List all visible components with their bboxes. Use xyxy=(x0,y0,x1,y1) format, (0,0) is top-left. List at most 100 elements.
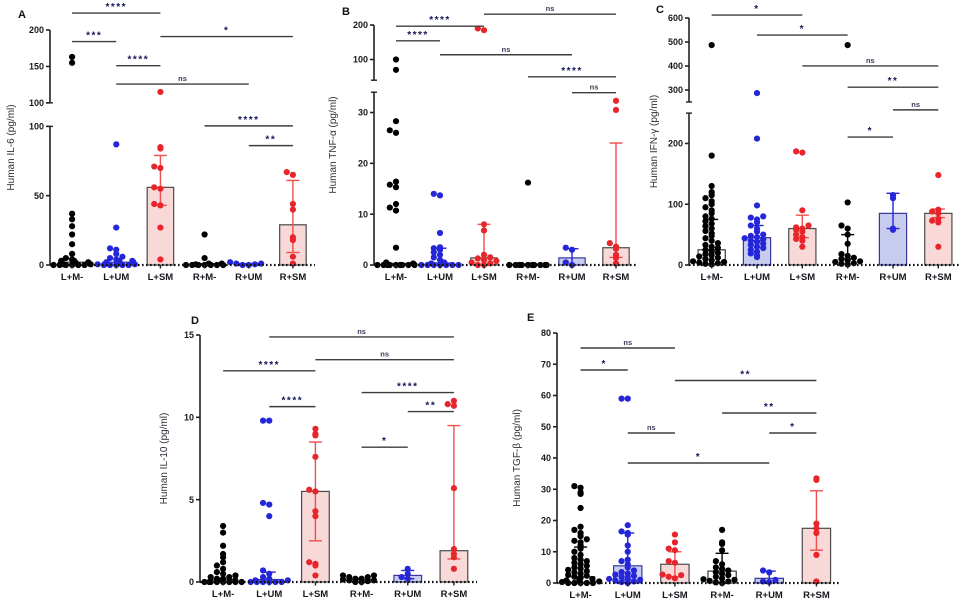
points-A-R+M- xyxy=(182,231,227,269)
sig-label: ** xyxy=(888,76,899,87)
points-B-R+SM xyxy=(606,97,620,267)
x-label-A-L+UM: L+UM xyxy=(103,272,129,283)
points-E-L+SM xyxy=(659,531,685,582)
svg-text:150: 150 xyxy=(29,62,44,72)
points-C-R+M- xyxy=(832,42,864,268)
sig-label: * xyxy=(754,4,759,15)
svg-text:50: 50 xyxy=(34,191,44,201)
x-label-C-R+UM: R+UM xyxy=(879,272,906,283)
svg-text:600: 600 xyxy=(668,13,683,23)
sig-bracket-D-1: ns xyxy=(315,350,454,361)
sig-label: * xyxy=(800,24,805,35)
sig-bracket-B-0: ns xyxy=(484,4,616,15)
x-label-A-L+SM: L+SM xyxy=(148,272,174,283)
sig-bracket-A-3: **** xyxy=(116,55,161,67)
svg-text:100: 100 xyxy=(29,122,44,132)
points-A-R+SM xyxy=(283,169,297,267)
points-B-R+UM xyxy=(562,244,576,269)
sig-label: ** xyxy=(740,370,751,381)
x-label-D-L+M-: L+M- xyxy=(212,589,234,600)
svg-text:30: 30 xyxy=(358,108,368,118)
sig-label: **** xyxy=(105,2,127,13)
svg-text:300: 300 xyxy=(668,85,683,95)
sig-bracket-E-3: ** xyxy=(722,402,817,414)
sig-bracket-A-2: *** xyxy=(72,31,117,43)
sig-bracket-E-0: ns xyxy=(580,338,675,349)
points-E-R+SM xyxy=(813,475,820,585)
x-label-B-L+M-: L+M- xyxy=(385,272,407,283)
sig-label: * xyxy=(224,26,229,37)
x-label-D-L+SM: L+SM xyxy=(303,589,329,600)
svg-text:50: 50 xyxy=(541,422,551,432)
x-label-E-L+UM: L+UM xyxy=(615,590,641,601)
sig-label: ns xyxy=(380,350,389,359)
svg-text:0: 0 xyxy=(546,578,551,588)
points-E-L+M- xyxy=(558,483,603,587)
x-label-E-R+SM: R+SM xyxy=(803,590,830,601)
y-axis-title-D: Human IL-10 (pg/ml) xyxy=(159,413,170,505)
sig-bracket-A-4: ns xyxy=(116,74,249,85)
svg-text:100: 100 xyxy=(29,98,44,108)
points-D-L+SM xyxy=(306,425,319,579)
sig-label: **** xyxy=(407,30,429,41)
sig-bracket-C-0: * xyxy=(711,4,803,16)
y-axis-D: 0 5 10 15 xyxy=(184,330,201,587)
points-E-L+UM xyxy=(606,395,644,587)
sig-label: * xyxy=(868,126,873,137)
y-axis-B: 0 10 20 30 100 200 xyxy=(353,20,377,270)
svg-text:10: 10 xyxy=(358,209,368,219)
y-axis-C: 0 100 200 300 400 500 600 xyxy=(668,13,692,270)
errorbar-D-R+SM xyxy=(447,424,461,560)
svg-text:400: 400 xyxy=(668,61,683,71)
points-D-R+SM xyxy=(444,397,458,572)
sig-bracket-A-0: **** xyxy=(72,2,161,14)
sig-bracket-D-0: ns xyxy=(269,327,454,338)
errorbar-B-R+SM xyxy=(609,142,623,259)
panel-letter-B: B xyxy=(342,6,350,18)
panel-B-chart: 0 10 20 30 100 200 L+M- L+UM L+SM R+M- R+UM R+SM ns *… xyxy=(328,4,638,283)
svg-text:200: 200 xyxy=(353,20,368,30)
x-label-C-L+UM: L+UM xyxy=(744,272,770,283)
x-label-B-R+UM: R+UM xyxy=(558,272,585,283)
sig-label: * xyxy=(382,436,387,447)
sig-bracket-E-2: ** xyxy=(674,370,817,382)
panel-c: 0 100 200 300 400 500 600 L+M- L+UM L+SM R+M- R+UM R… xyxy=(645,2,969,300)
x-label-B-R+SM: R+SM xyxy=(603,272,630,283)
sig-bracket-C-2: ns xyxy=(802,56,939,67)
sig-bracket-E-6: * xyxy=(627,452,770,464)
sig-label: * xyxy=(696,452,701,463)
points-C-L+M- xyxy=(689,42,728,268)
x-label-E-R+M-: R+M- xyxy=(710,590,734,601)
svg-text:70: 70 xyxy=(541,359,551,369)
panel-a: 0 50 100 100 150 200 L+M- L+UM L+SM R+M- R+UM R+SM *… xyxy=(2,2,323,300)
sig-label: ** xyxy=(764,402,775,413)
sig-bracket-E-5: ns xyxy=(627,423,675,434)
sig-bracket-D-4: **** xyxy=(269,396,316,408)
points-D-R+UM xyxy=(398,565,411,582)
svg-text:20: 20 xyxy=(358,159,368,169)
svg-text:10: 10 xyxy=(184,413,194,423)
sig-label: ns xyxy=(911,100,920,109)
sig-bracket-B-4: **** xyxy=(528,66,616,78)
sig-bracket-B-1: **** xyxy=(396,15,484,27)
points-C-L+UM xyxy=(741,90,767,261)
sig-label: *** xyxy=(86,31,102,42)
sig-bracket-A-1: * xyxy=(160,26,293,38)
points-D-L+M- xyxy=(201,522,245,586)
sig-label: **** xyxy=(128,55,150,66)
sig-label: **** xyxy=(429,15,451,26)
sig-label: ns xyxy=(178,74,187,83)
sig-label: **** xyxy=(561,66,583,77)
sig-label: * xyxy=(790,422,795,433)
x-label-D-R+SM: R+SM xyxy=(441,589,468,600)
x-label-D-L+UM: L+UM xyxy=(256,589,282,600)
sig-bracket-B-2: **** xyxy=(396,30,440,42)
sig-bracket-A-6: ** xyxy=(248,135,293,147)
sig-label: ns xyxy=(590,83,599,92)
points-B-L+M- xyxy=(374,56,418,269)
points-B-L+UM xyxy=(418,190,462,269)
y-axis-title-A: Human IL-6 (pg/ml) xyxy=(6,104,17,190)
x-label-E-L+SM: L+SM xyxy=(662,590,688,601)
points-B-R+M- xyxy=(506,179,550,269)
